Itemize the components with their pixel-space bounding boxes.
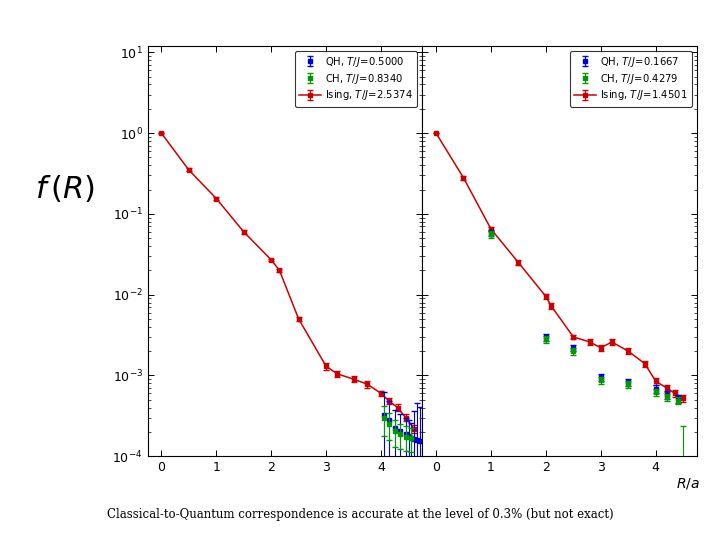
Text: $R/a$: $R/a$ — [676, 476, 700, 491]
Legend: QH, $T/J\!=\!0.1667$, CH, $T/J\!=\!0.4279$, Ising, $T/J\!=\!1.4501$: QH, $T/J\!=\!0.1667$, CH, $T/J\!=\!0.427… — [570, 51, 692, 106]
Legend: QH, $T/J\!=\!0.5000$, CH, $T/J\!=\!0.8340$, Ising, $T/J\!=\!2.5374$: QH, $T/J\!=\!0.5000$, CH, $T/J\!=\!0.834… — [295, 51, 418, 106]
Text: $f\,(R)$: $f\,(R)$ — [35, 173, 95, 205]
Text: Classical-to-Quantum correspondence is accurate at the level of 0.3% (but not ex: Classical-to-Quantum correspondence is a… — [107, 508, 613, 521]
